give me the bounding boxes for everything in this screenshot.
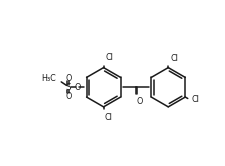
Text: O: O <box>65 74 72 83</box>
Text: Cl: Cl <box>105 113 112 122</box>
Text: Cl: Cl <box>171 54 178 63</box>
Text: Cl: Cl <box>192 95 200 104</box>
Text: Cl: Cl <box>105 53 113 62</box>
Text: O: O <box>136 97 143 106</box>
Text: H₃C: H₃C <box>41 74 56 83</box>
Text: O: O <box>74 83 81 92</box>
Text: S: S <box>65 83 71 92</box>
Text: O: O <box>65 92 72 101</box>
